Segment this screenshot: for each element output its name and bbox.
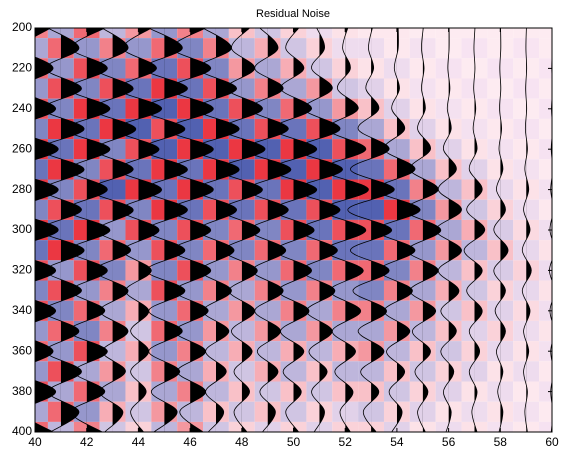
amplitude-cell <box>306 402 332 422</box>
amplitude-cell <box>306 38 332 58</box>
amplitude-cell <box>306 382 332 402</box>
y-tick-label: 260 <box>12 141 32 155</box>
amplitude-cell <box>513 402 539 422</box>
amplitude-cell <box>513 240 539 260</box>
amplitude-cell <box>255 341 281 361</box>
amplitude-cell <box>384 301 410 321</box>
amplitude-cell <box>513 220 539 240</box>
amplitude-cell <box>513 341 539 361</box>
amplitude-cell <box>436 301 462 321</box>
amplitude-cell <box>436 159 462 179</box>
x-tick-label: 42 <box>80 435 94 449</box>
x-tick-label: 56 <box>442 435 456 449</box>
amplitude-cell <box>384 382 410 402</box>
amplitude-cell <box>513 361 539 381</box>
x-tick-label: 50 <box>287 435 301 449</box>
amplitude-cell <box>306 361 332 381</box>
amplitude-cell <box>513 139 539 159</box>
amplitude-cell <box>436 321 462 341</box>
x-tick-label: 44 <box>132 435 146 449</box>
y-tick-label: 220 <box>12 61 32 75</box>
amplitude-cell <box>306 341 332 361</box>
x-tick-label: 54 <box>390 435 404 449</box>
amplitude-cell <box>513 180 539 200</box>
amplitude-cell <box>436 180 462 200</box>
y-tick-label: 240 <box>12 101 32 115</box>
amplitude-cell <box>384 58 410 78</box>
y-tick-label: 400 <box>12 424 32 438</box>
amplitude-cell <box>436 79 462 99</box>
amplitude-cell <box>436 341 462 361</box>
amplitude-cell <box>384 341 410 361</box>
amplitude-cell <box>436 139 462 159</box>
x-tick-label: 58 <box>494 435 508 449</box>
y-tick-label: 300 <box>12 222 32 236</box>
amplitude-cell <box>513 200 539 220</box>
amplitude-cell <box>384 99 410 119</box>
x-tick-label: 60 <box>545 435 559 449</box>
amplitude-cell <box>255 260 281 280</box>
x-tick-label: 46 <box>183 435 197 449</box>
amplitude-cell <box>436 361 462 381</box>
amplitude-cell <box>436 260 462 280</box>
amplitude-cell <box>513 301 539 321</box>
y-tick-label: 280 <box>12 182 32 196</box>
y-tick-label: 340 <box>12 303 32 317</box>
amplitude-cell <box>436 382 462 402</box>
amplitude-cell <box>306 301 332 321</box>
y-tick-label: 200 <box>12 20 32 34</box>
chart-title: Residual Noise <box>256 8 330 20</box>
amplitude-cell <box>306 58 332 78</box>
amplitude-cell <box>255 301 281 321</box>
amplitude-cell <box>513 260 539 280</box>
amplitude-cell <box>255 58 281 78</box>
y-tick-label: 320 <box>12 263 32 277</box>
chart: Residual Noise 4042444648505254565860200… <box>0 0 565 452</box>
x-tick-label: 52 <box>339 435 353 449</box>
amplitude-cell <box>513 321 539 341</box>
y-tick-label: 360 <box>12 343 32 357</box>
amplitude-cell <box>513 281 539 301</box>
y-tick-label: 380 <box>12 384 32 398</box>
x-tick-label: 48 <box>235 435 249 449</box>
amplitude-cell <box>255 382 281 402</box>
